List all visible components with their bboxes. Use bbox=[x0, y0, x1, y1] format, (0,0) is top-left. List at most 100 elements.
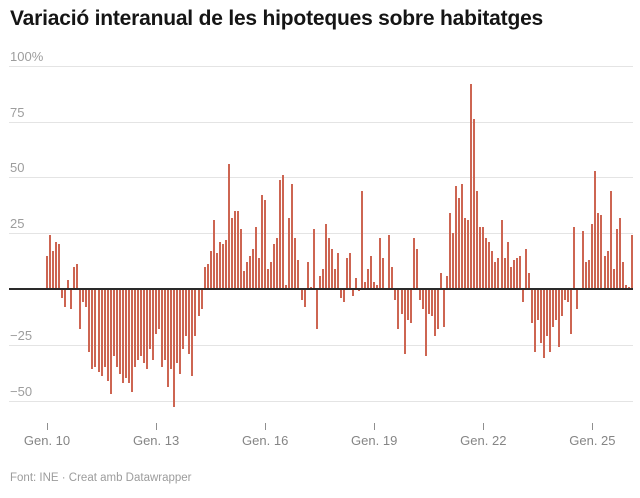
bar bbox=[167, 289, 170, 388]
bar bbox=[158, 289, 161, 330]
bar bbox=[445, 275, 448, 289]
bar bbox=[533, 289, 536, 352]
bar bbox=[548, 289, 551, 352]
bar bbox=[536, 289, 539, 321]
bar bbox=[142, 289, 145, 363]
bar bbox=[558, 289, 561, 347]
bar bbox=[303, 289, 306, 307]
bar bbox=[400, 289, 403, 314]
bar bbox=[61, 289, 64, 298]
bar bbox=[306, 262, 309, 289]
bar bbox=[103, 289, 106, 368]
bar bbox=[379, 237, 382, 289]
bar bbox=[485, 237, 488, 289]
bar bbox=[58, 244, 61, 289]
bar bbox=[564, 289, 567, 301]
bar bbox=[424, 289, 427, 356]
bar bbox=[339, 289, 342, 298]
bar bbox=[467, 219, 470, 289]
bar bbox=[630, 235, 633, 289]
bar bbox=[155, 289, 158, 334]
bar bbox=[524, 248, 527, 289]
bar bbox=[427, 289, 430, 314]
bar bbox=[521, 289, 524, 303]
y-gridline bbox=[9, 121, 633, 123]
bar bbox=[491, 251, 494, 289]
bar bbox=[224, 239, 227, 289]
bar bbox=[358, 289, 361, 292]
bar bbox=[170, 289, 173, 370]
bar bbox=[515, 257, 518, 289]
y-gridline bbox=[9, 65, 633, 67]
bar bbox=[609, 190, 612, 289]
bar bbox=[433, 289, 436, 336]
bar bbox=[591, 224, 594, 289]
bar bbox=[509, 266, 512, 289]
bar bbox=[345, 257, 348, 289]
bar bbox=[470, 83, 473, 289]
bar bbox=[494, 262, 497, 289]
bar bbox=[100, 289, 103, 376]
bar bbox=[342, 289, 345, 303]
bar bbox=[442, 289, 445, 327]
bar bbox=[458, 197, 461, 289]
bar bbox=[627, 286, 630, 289]
bar bbox=[215, 253, 218, 289]
bar bbox=[436, 289, 439, 330]
bar bbox=[179, 289, 182, 374]
bar bbox=[230, 217, 233, 289]
bar bbox=[503, 257, 506, 289]
bar bbox=[561, 289, 564, 316]
x-axis-tick bbox=[47, 423, 48, 430]
bar bbox=[185, 289, 188, 336]
x-axis-tick bbox=[374, 423, 376, 430]
bar bbox=[88, 289, 91, 352]
bar bbox=[67, 280, 70, 289]
bar bbox=[261, 195, 264, 289]
y-axis-tick-label: −50 bbox=[10, 383, 33, 399]
chart-title: Variació interanual de les hipoteques so… bbox=[10, 7, 544, 30]
bar bbox=[324, 224, 327, 289]
bar bbox=[136, 289, 139, 361]
bar bbox=[455, 186, 458, 289]
bar bbox=[603, 255, 606, 289]
y-axis-tick-label: −25 bbox=[10, 327, 33, 343]
bar bbox=[270, 262, 273, 289]
bar bbox=[258, 257, 261, 289]
bar bbox=[197, 289, 200, 316]
bar bbox=[349, 253, 351, 289]
x-axis-tick-label: Gen. 10 bbox=[23, 433, 71, 448]
bar bbox=[382, 257, 385, 289]
bar bbox=[106, 289, 109, 381]
y-axis-tick-label: 100% bbox=[10, 48, 44, 64]
bar bbox=[203, 266, 206, 289]
bar bbox=[409, 289, 412, 323]
y-gridline bbox=[9, 400, 633, 402]
bar bbox=[418, 289, 421, 301]
y-gridline bbox=[9, 344, 633, 346]
bar bbox=[82, 289, 85, 303]
bar bbox=[582, 231, 585, 289]
bar bbox=[452, 233, 455, 289]
bar bbox=[127, 289, 130, 383]
bar bbox=[367, 268, 370, 289]
bar bbox=[206, 264, 209, 289]
x-axis-tick bbox=[483, 423, 485, 430]
bar bbox=[267, 268, 270, 289]
y-axis-tick-label: 25 bbox=[10, 216, 25, 232]
bar bbox=[512, 260, 515, 289]
bar bbox=[397, 289, 400, 330]
x-axis-tick-label: Gen. 16 bbox=[242, 433, 289, 448]
bar bbox=[273, 244, 276, 289]
bar bbox=[76, 264, 79, 289]
bar bbox=[149, 289, 152, 350]
x-axis-tick-label: Gen. 19 bbox=[351, 433, 398, 448]
bar bbox=[221, 244, 224, 289]
bar bbox=[403, 289, 406, 354]
bar bbox=[606, 251, 609, 289]
bar bbox=[439, 273, 442, 289]
bar bbox=[49, 235, 52, 289]
bar bbox=[497, 257, 500, 289]
bar bbox=[182, 289, 185, 350]
bar bbox=[476, 190, 479, 289]
